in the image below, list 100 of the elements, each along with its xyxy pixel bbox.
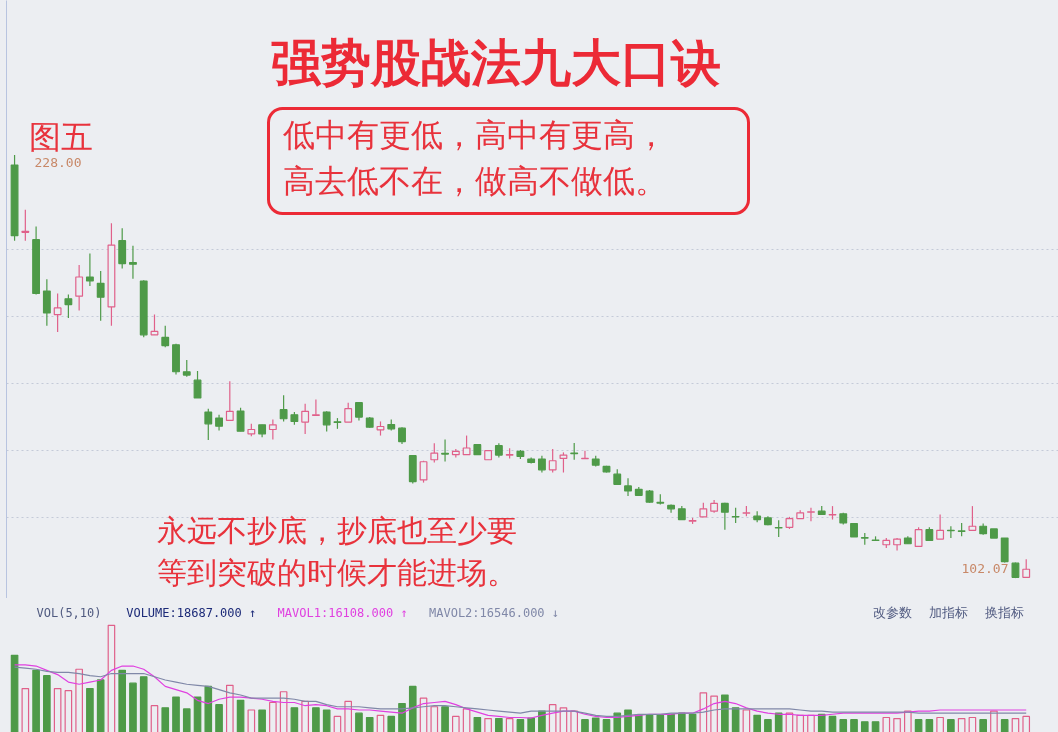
bar	[904, 710, 912, 732]
bar	[570, 710, 579, 732]
bar	[484, 717, 492, 732]
bar	[64, 690, 73, 732]
candlestick	[204, 408, 213, 441]
bar	[75, 668, 83, 732]
bar	[527, 717, 535, 732]
bar	[129, 682, 137, 732]
candlestick	[548, 448, 557, 474]
bar	[333, 715, 342, 732]
bar	[624, 709, 632, 732]
bar	[871, 721, 880, 732]
bar	[215, 704, 223, 732]
bar	[634, 714, 643, 732]
bar	[839, 719, 848, 732]
candlestick	[268, 418, 277, 441]
candlestick	[322, 410, 331, 433]
bar	[828, 715, 837, 732]
bar	[645, 714, 654, 732]
candlestick	[53, 292, 62, 333]
candlestick	[225, 380, 234, 422]
bar	[86, 687, 94, 732]
bar	[667, 713, 675, 732]
candlestick	[720, 502, 729, 531]
chart-title: VOL(5,10)	[36, 605, 102, 620]
candlestick	[96, 270, 105, 322]
bar	[182, 708, 191, 732]
bar	[882, 716, 891, 732]
bar	[441, 706, 449, 732]
bar	[925, 719, 934, 732]
bar	[710, 695, 718, 732]
bar	[258, 709, 266, 732]
bar	[591, 717, 600, 732]
bar	[817, 713, 826, 732]
candlestick	[624, 477, 632, 497]
bar	[290, 707, 299, 732]
bar	[53, 687, 62, 732]
bar	[21, 687, 30, 732]
bar	[451, 715, 460, 732]
bar	[365, 716, 374, 732]
annotation: 低中有更低，高中有更高，	[282, 115, 667, 154]
bar	[688, 713, 697, 732]
bar	[807, 714, 815, 732]
candlestick	[559, 451, 568, 474]
bar	[473, 716, 482, 732]
candlestick	[311, 399, 320, 416]
bar	[247, 709, 256, 732]
bar	[968, 716, 977, 732]
candlestick	[118, 227, 127, 270]
bar	[742, 709, 751, 732]
bar	[269, 701, 277, 732]
candlestick	[236, 407, 245, 432]
candlestick	[430, 442, 439, 464]
candlestick	[193, 370, 202, 399]
text: 加指标	[928, 605, 968, 620]
bar	[860, 721, 869, 732]
bar	[678, 712, 686, 732]
bar	[225, 684, 234, 732]
bar	[1022, 715, 1031, 732]
candlestick	[75, 264, 84, 312]
candlestick	[1022, 558, 1031, 579]
text: 换指标	[984, 605, 1024, 620]
annotation: 102.07	[961, 561, 1009, 576]
bar	[236, 699, 245, 732]
bar	[355, 712, 363, 732]
annotation: 等到突破的时候才能进场。	[156, 555, 517, 590]
candlestick	[42, 278, 51, 327]
candlestick	[1000, 537, 1009, 564]
bar	[957, 717, 966, 732]
candlestick	[462, 434, 471, 456]
bar	[796, 714, 805, 732]
bar	[43, 675, 51, 732]
candlestick	[968, 505, 977, 531]
candlestick	[441, 438, 449, 463]
bar	[387, 715, 396, 732]
bar	[602, 719, 611, 732]
bar	[344, 700, 353, 732]
bar	[753, 714, 761, 732]
bar	[656, 714, 665, 732]
bar	[764, 719, 772, 732]
annotation: 228.00	[34, 155, 82, 170]
text: MAVOL2:16546.000 ↓	[429, 605, 560, 620]
bar	[505, 717, 514, 732]
bar	[172, 696, 180, 732]
candlestick	[279, 394, 288, 423]
candlestick	[21, 209, 30, 242]
candlestick	[64, 293, 73, 319]
candlestick	[301, 403, 310, 435]
annotation: 永远不抄底，抄底也至少要	[156, 513, 517, 548]
text: 强势股战法九大口诀	[270, 33, 721, 92]
bar	[312, 707, 320, 732]
bar	[721, 694, 729, 732]
bar	[279, 691, 288, 732]
bar	[301, 700, 309, 732]
candlestick	[344, 402, 353, 423]
candlestick	[914, 526, 923, 548]
bar	[1000, 719, 1009, 732]
bar	[699, 692, 708, 732]
candlestick	[85, 252, 94, 287]
bar	[118, 669, 127, 732]
